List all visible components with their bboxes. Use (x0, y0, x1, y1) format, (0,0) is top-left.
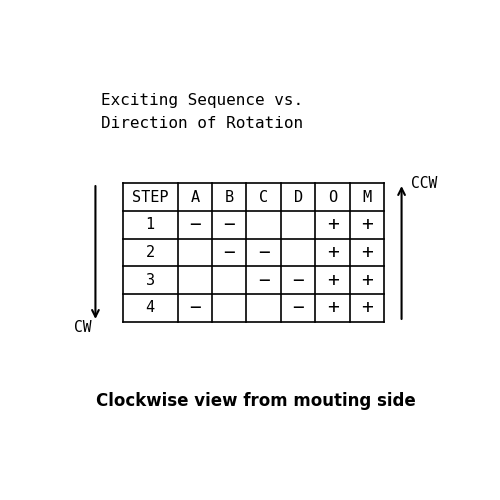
Text: B: B (224, 190, 234, 204)
Text: −: − (258, 243, 270, 262)
Text: STEP: STEP (132, 190, 168, 204)
Text: 4: 4 (146, 300, 154, 316)
Text: −: − (189, 298, 200, 318)
Text: +: + (361, 216, 373, 234)
Text: Direction of Rotation: Direction of Rotation (101, 116, 304, 131)
Text: −: − (189, 216, 200, 234)
Text: +: + (361, 270, 373, 289)
Text: +: + (361, 298, 373, 318)
Text: 1: 1 (146, 218, 154, 232)
Text: +: + (326, 298, 338, 318)
Text: C: C (259, 190, 268, 204)
Text: Clockwise view from mouting side: Clockwise view from mouting side (96, 392, 416, 409)
Text: CCW: CCW (411, 176, 438, 190)
Text: 3: 3 (146, 272, 154, 287)
Text: +: + (326, 270, 338, 289)
Text: CW: CW (74, 320, 92, 335)
Text: +: + (326, 243, 338, 262)
Text: O: O (328, 190, 337, 204)
Text: −: − (224, 216, 235, 234)
Text: A: A (190, 190, 200, 204)
Text: 2: 2 (146, 245, 154, 260)
Text: −: − (258, 270, 270, 289)
Text: +: + (361, 243, 373, 262)
Text: Exciting Sequence vs.: Exciting Sequence vs. (101, 92, 304, 108)
Text: +: + (326, 216, 338, 234)
Text: −: − (224, 243, 235, 262)
Text: −: − (292, 298, 304, 318)
Text: −: − (292, 270, 304, 289)
Text: M: M (362, 190, 372, 204)
Text: D: D (294, 190, 302, 204)
